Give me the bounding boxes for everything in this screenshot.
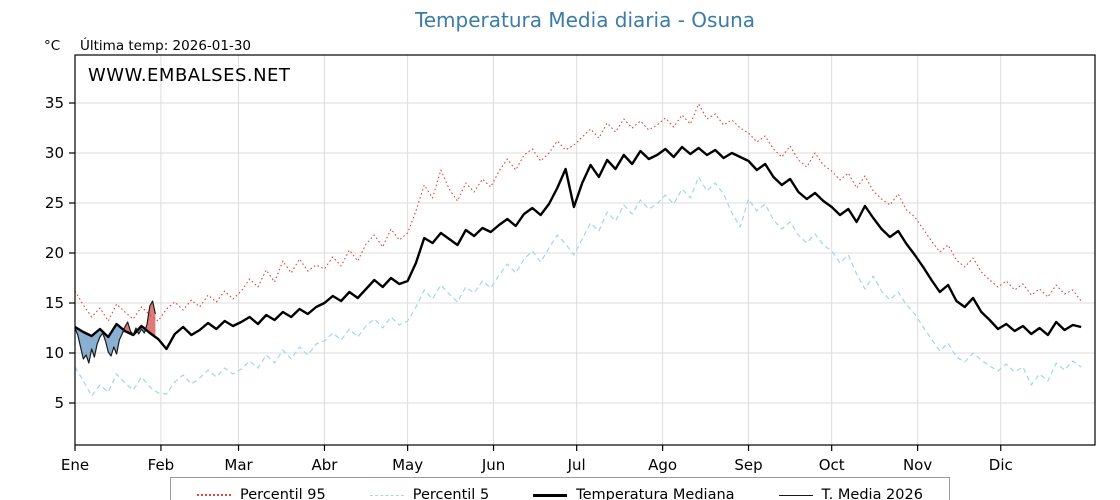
svg-text:15: 15 [45, 294, 64, 312]
svg-text:35: 35 [45, 94, 64, 112]
svg-text:30: 30 [45, 144, 64, 162]
svg-text:Sep: Sep [734, 456, 762, 474]
svg-text:Jul: Jul [567, 456, 586, 474]
legend-item-mediana: Temperatura Mediana [533, 487, 735, 500]
series-percentil-95 [74, 103, 1082, 322]
legend-label-mediana: Temperatura Mediana [576, 487, 735, 500]
percentil-5-line-sample [369, 494, 404, 496]
t-media-2026-line-sample [778, 494, 813, 496]
series-percentil-5 [74, 176, 1082, 397]
chart-title: Temperatura Media diaria - Osuna [414, 8, 756, 32]
svg-text:Ene: Ene [61, 456, 89, 474]
legend: Percentil 95 Percentil 5 Temperatura Med… [170, 477, 950, 500]
svg-text:Oct: Oct [819, 456, 845, 474]
legend-label-percentil-5: Percentil 5 [412, 487, 490, 500]
svg-text:Nov: Nov [903, 456, 932, 474]
legend-item-percentil-95: Percentil 95 [197, 487, 326, 500]
mediana-line-sample [533, 493, 568, 497]
y-unit-label: °C [44, 38, 61, 54]
svg-text:20: 20 [45, 244, 64, 262]
series-t-media-2026 [74, 300, 156, 364]
last-temp-annotation: Última temp: 2026-01-30 [80, 38, 252, 54]
svg-text:Feb: Feb [148, 456, 175, 474]
watermark-text: WWW.EMBALSES.NET [88, 65, 291, 86]
svg-text:Ago: Ago [648, 456, 677, 474]
svg-text:Abr: Abr [311, 456, 338, 474]
svg-text:Mar: Mar [224, 456, 253, 474]
legend-label-percentil-95: Percentil 95 [240, 487, 326, 500]
legend-item-percentil-5: Percentil 5 [369, 487, 490, 500]
svg-text:May: May [392, 456, 423, 474]
svg-text:25: 25 [45, 194, 64, 212]
legend-item-t-media-2026: T. Media 2026 [778, 487, 923, 500]
legend-label-t-media-2026: T. Media 2026 [821, 487, 923, 500]
series-temperatura-mediana [74, 145, 1082, 351]
svg-text:Jun: Jun [481, 456, 505, 474]
svg-text:5: 5 [54, 394, 64, 412]
svg-text:Dic: Dic [989, 456, 1013, 474]
svg-text:10: 10 [45, 344, 64, 362]
percentil-95-line-sample [197, 494, 232, 496]
